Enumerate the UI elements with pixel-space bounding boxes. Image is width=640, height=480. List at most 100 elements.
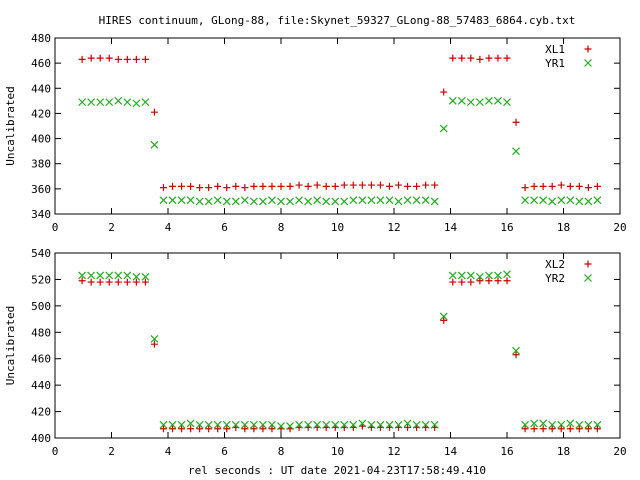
data-point xyxy=(186,419,195,428)
data-point xyxy=(141,55,149,63)
x-tick-label: 0 xyxy=(52,221,59,234)
data-point xyxy=(169,425,177,433)
data-point xyxy=(430,197,439,206)
data-point xyxy=(186,196,195,205)
data-point xyxy=(421,196,430,205)
data-point xyxy=(240,420,249,429)
data-point xyxy=(213,420,222,429)
x-tick-label: 8 xyxy=(278,221,285,234)
data-point xyxy=(340,420,349,429)
data-point xyxy=(385,182,393,190)
data-point xyxy=(204,197,213,206)
data-point xyxy=(467,54,475,62)
data-point xyxy=(105,271,114,280)
x-tick-label: 16 xyxy=(500,221,513,234)
data-point xyxy=(458,278,466,286)
x-tick-label: 4 xyxy=(165,445,172,458)
plot-frame xyxy=(54,252,621,439)
legend-label: YR1 xyxy=(545,57,565,70)
data-point xyxy=(231,197,240,206)
data-point xyxy=(367,181,375,189)
data-point xyxy=(376,420,385,429)
data-point xyxy=(548,420,557,429)
top-panel: 0 2 4 6 8 10 12 14 16 18 20 340 360 380 400 420 440 460 48… xyxy=(4,32,627,234)
y-tick-label: 540 xyxy=(31,247,51,260)
data-point xyxy=(123,278,131,286)
x-axis-label: rel seconds : UT date 2021-04-23T17:58:4… xyxy=(188,464,486,477)
data-point xyxy=(150,140,159,149)
data-point xyxy=(241,184,249,192)
data-point xyxy=(259,182,267,190)
data-point xyxy=(566,182,574,190)
legend-label: YR2 xyxy=(545,272,565,285)
data-point xyxy=(150,334,159,343)
data-point xyxy=(503,54,511,62)
data-point xyxy=(484,271,493,280)
data-point xyxy=(395,181,403,189)
data-point xyxy=(222,197,231,206)
y-tick-label: 480 xyxy=(31,32,51,45)
legend-label: XL1 xyxy=(545,43,565,56)
data-point xyxy=(593,425,601,433)
data-point xyxy=(349,181,357,189)
data-point xyxy=(575,182,583,190)
data-point xyxy=(575,420,584,429)
data-point xyxy=(123,271,132,280)
data-point xyxy=(566,419,575,428)
y-tick-label: 400 xyxy=(31,133,51,146)
data-point xyxy=(249,420,258,429)
data-point xyxy=(222,420,231,429)
data-point xyxy=(187,425,195,433)
legend-label: XL2 xyxy=(545,258,565,271)
data-point xyxy=(430,420,439,429)
data-point xyxy=(214,425,222,433)
data-point xyxy=(304,420,313,429)
data-point xyxy=(475,98,484,107)
bottom-panel: 0 2 4 6 8 10 12 14 16 18 20 400 420 440 460 480 500 520 54… xyxy=(4,247,627,458)
data-point xyxy=(557,181,565,189)
x-tick-label: 10 xyxy=(331,221,344,234)
data-point xyxy=(593,196,602,205)
data-point xyxy=(277,197,285,206)
data-point xyxy=(177,196,186,205)
y-tick-label: 500 xyxy=(31,300,51,313)
data-point xyxy=(313,420,322,429)
data-point xyxy=(485,277,493,285)
data-point xyxy=(114,271,123,280)
data-point xyxy=(584,425,592,433)
x-tick-label: 12 xyxy=(387,221,400,234)
data-point xyxy=(123,98,132,107)
data-point xyxy=(593,420,602,429)
data-point xyxy=(340,197,349,206)
data-point xyxy=(258,197,267,206)
y-tick-label: 420 xyxy=(31,107,51,120)
data-point xyxy=(313,181,321,189)
data-point xyxy=(96,98,105,107)
data-point xyxy=(457,271,466,280)
data-point xyxy=(214,182,222,190)
data-point xyxy=(132,99,141,108)
data-point xyxy=(539,196,548,205)
x-tick-label: 12 xyxy=(387,445,400,458)
data-point xyxy=(105,98,114,107)
data-point xyxy=(105,278,113,286)
data-point xyxy=(277,182,285,190)
data-point xyxy=(358,419,367,428)
data-point xyxy=(412,420,421,429)
data-point xyxy=(141,278,149,286)
data-point xyxy=(196,425,204,433)
data-point xyxy=(566,196,575,205)
data-point xyxy=(177,420,186,429)
data-point xyxy=(494,271,502,280)
chart-title: HIRES continuum, GLong-88, file:Skynet_5… xyxy=(99,14,576,27)
data-point xyxy=(231,420,240,429)
data-point xyxy=(413,182,421,190)
data-point xyxy=(484,96,493,105)
data-point xyxy=(331,182,339,190)
data-point xyxy=(466,271,475,280)
data-point xyxy=(96,278,104,286)
data-point xyxy=(322,420,331,429)
x-tick-label: 2 xyxy=(108,445,115,458)
data-point xyxy=(78,98,87,107)
